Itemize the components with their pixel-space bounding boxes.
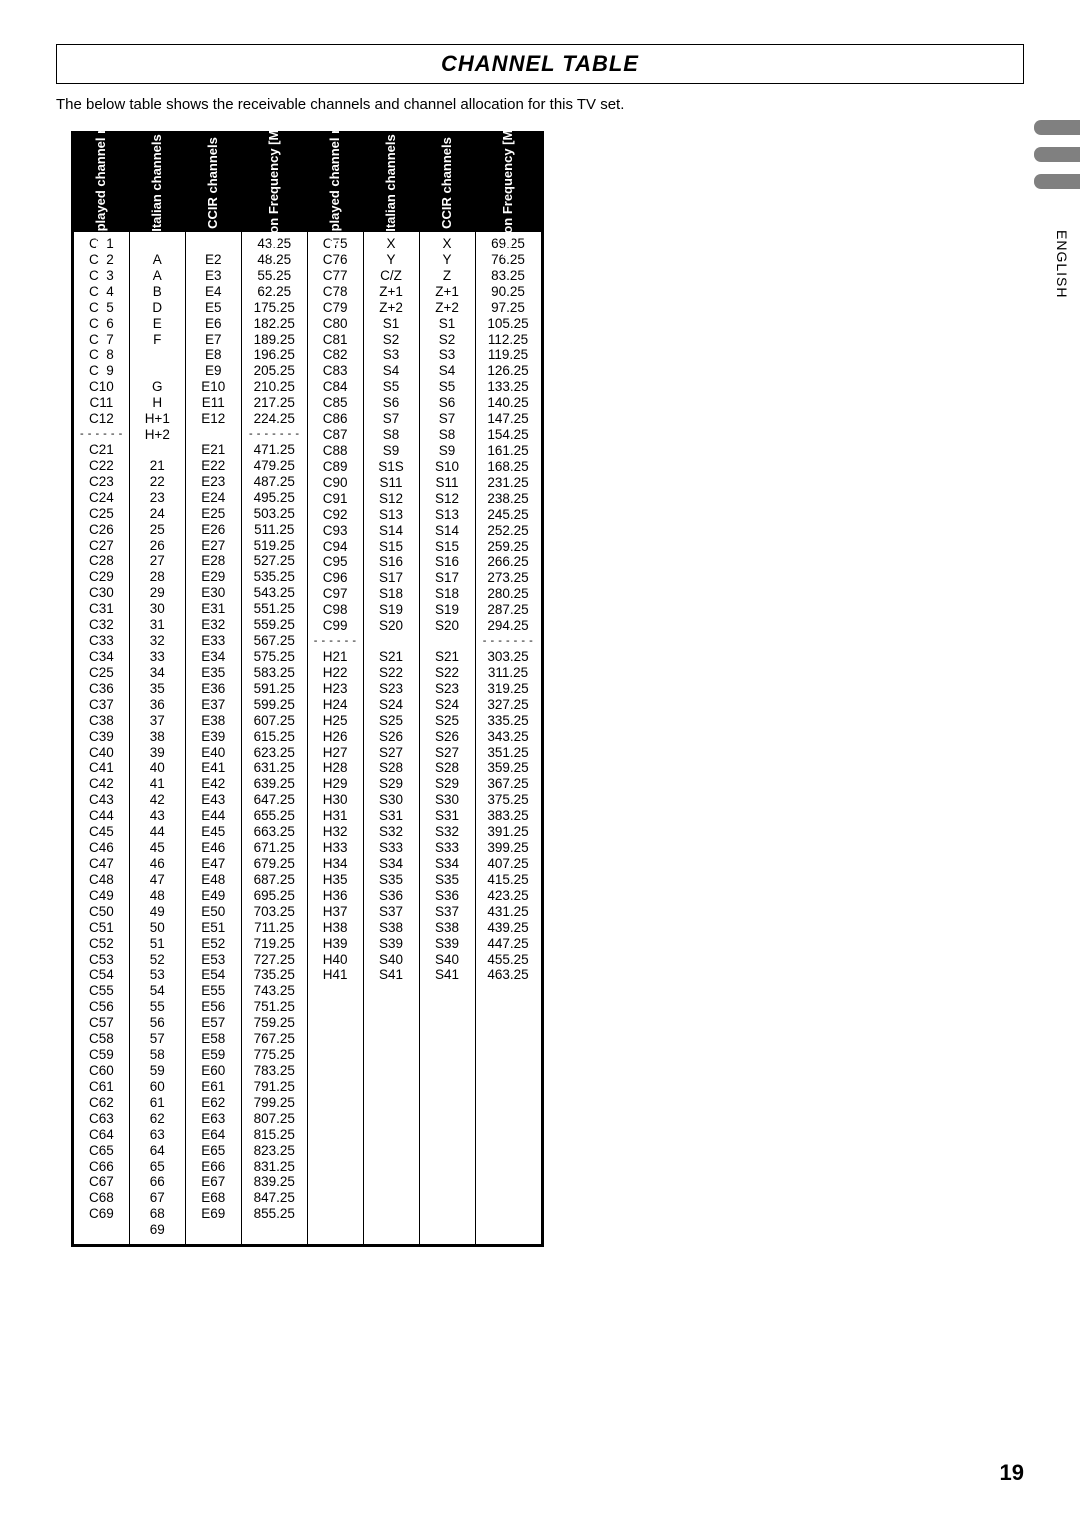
- right-freq: 69.25 76.25 83.25 90.25 97.25 105.25 112…: [475, 232, 541, 1245]
- header-freq: Vision Frequency [MHz]: [267, 109, 281, 256]
- left-disp: C 1 C 2 C 3 C 4 C 5 C 6 C 7 C 8 C 9 C10 …: [74, 232, 130, 1245]
- page-title: CHANNEL TABLE: [441, 51, 639, 76]
- header-displayed-2: Displayed channel no.: [328, 114, 342, 251]
- header-displayed: Displayed channel no.: [94, 114, 108, 251]
- header-ccir-2: CCIR channels: [440, 137, 454, 229]
- header-ccir: CCIR channels: [206, 137, 220, 229]
- channel-table: Displayed channel no. Italian channels C…: [71, 131, 544, 1247]
- tab-marker: [1034, 120, 1080, 135]
- right-ccir: X Y Z Z+1 Z+2 S1 S2 S3 S4 S5 S6 S7 S8 S9…: [419, 232, 475, 1245]
- tab-marker: [1034, 174, 1080, 189]
- intro-text: The below table shows the receivable cha…: [56, 96, 1024, 113]
- header-italian-2: Italian channels: [384, 134, 398, 232]
- right-italian: X Y C/Z Z+1 Z+2 S1 S2 S3 S4 S5 S6 S7 S8 …: [363, 232, 419, 1245]
- side-tabs: [1034, 120, 1080, 201]
- page-number: 19: [1000, 1460, 1024, 1486]
- left-ccir: E2 E3 E4 E5 E6 E7 E8 E9 E10 E11 E12 E21 …: [185, 232, 241, 1245]
- title-box: CHANNEL TABLE: [56, 44, 1024, 84]
- right-disp: C75 C76 C77 C78 C79 C80 C81 C82 C83 C84 …: [307, 232, 363, 1245]
- header-italian: Italian channels: [150, 134, 164, 232]
- tab-marker: [1034, 147, 1080, 162]
- header-freq-2: Vision Frequency [MHz]: [501, 109, 515, 256]
- data-row: C 1 C 2 C 3 C 4 C 5 C 6 C 7 C 8 C 9 C10 …: [74, 232, 542, 1245]
- header-row: Displayed channel no. Italian channels C…: [74, 134, 542, 232]
- left-freq: 43.25 48.25 55.25 62.25 175.25 182.25 18…: [241, 232, 307, 1245]
- language-label: ENGLISH: [1054, 230, 1070, 298]
- left-italian: A A B D E F G H H+1 H+2 21 22 23 24 25 2…: [129, 232, 185, 1245]
